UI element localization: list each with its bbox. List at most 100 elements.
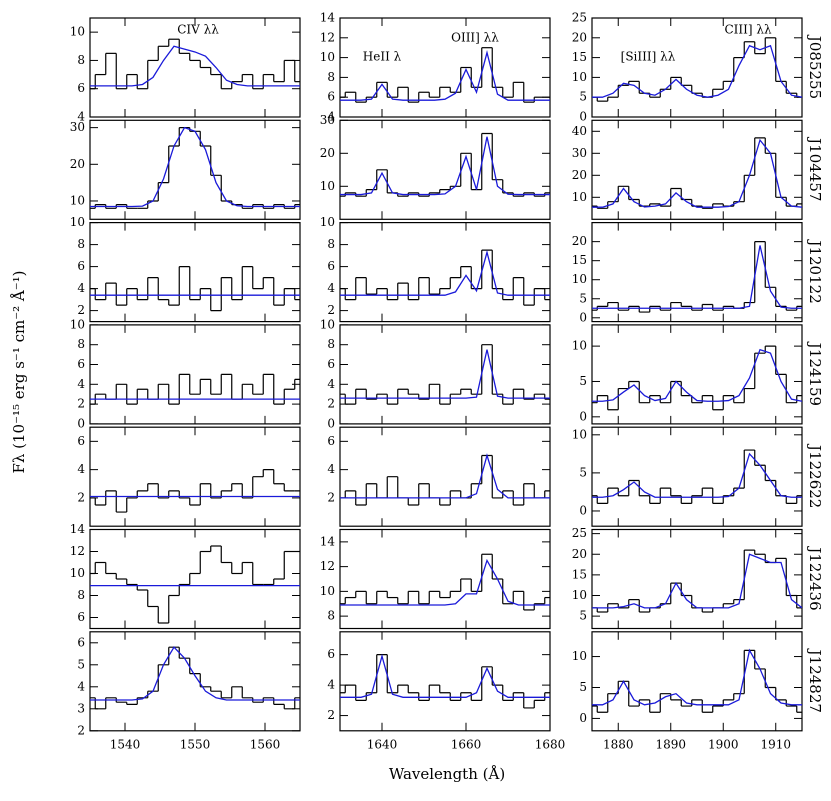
plot-area (340, 132, 550, 197)
plot-area (592, 241, 802, 313)
panel-frame (89, 631, 301, 732)
y-tick-label: 0 (579, 110, 587, 124)
panel: 2 4 6 1640 1660 1680 (327, 631, 565, 751)
y-tick-label: 5 (77, 657, 85, 671)
y-tick-label: 8 (327, 237, 335, 251)
y-tick-label: 15 (572, 50, 587, 64)
panel-frame (339, 324, 551, 425)
y-tick-label: 8 (327, 337, 335, 351)
y-tick-label: 6 (77, 259, 85, 273)
panel-frame (339, 426, 551, 527)
y-tick-label: 20 (320, 146, 335, 160)
y-tick-label: 20 (572, 168, 587, 182)
y-tick-label: 20 (70, 157, 85, 171)
y-tick-label: 6 (327, 647, 335, 661)
panel-frame (89, 222, 301, 323)
panel: 0 5 10 1880 1890 1900 1910 J124827 (572, 631, 824, 751)
y-tick-label: 10 (572, 70, 587, 84)
annotation: HeII λ (363, 50, 402, 64)
fit-line (340, 558, 550, 606)
panel: 2 4 6 (77, 426, 301, 527)
y-tick-label: 5 (579, 465, 587, 479)
panel-frame (89, 426, 301, 527)
plot-area (90, 373, 300, 405)
fit-line (592, 138, 802, 208)
fit-line (592, 553, 802, 609)
y-tick-label: 14 (70, 522, 86, 536)
y-tick-label: 10 (320, 179, 335, 193)
y-tick-label: 25 (572, 526, 587, 540)
panel: 0 5 10 15 20 J120122 (572, 222, 824, 324)
y-tick-label: 0 (579, 409, 587, 423)
panel: 4 6 8 10 CIV λλ (70, 17, 301, 124)
object-label: J124827 (806, 648, 824, 713)
y-tick-label: 2 (77, 303, 85, 317)
y-tick-label: 6 (327, 357, 335, 371)
y-tick-label: 4 (77, 679, 85, 693)
y-tick-label: 0 (327, 416, 335, 430)
y-tick-label: 10 (320, 215, 335, 229)
y-tick-label: 10 (572, 588, 587, 602)
panel: 10 20 30 40 J104457 (572, 119, 824, 220)
x-tick-label: 1880 (603, 737, 634, 751)
panel-frame (591, 528, 803, 630)
panel-frame (591, 324, 803, 425)
panel: 8 10 12 14 (320, 528, 551, 630)
y-tick-label: 10 (572, 649, 587, 663)
y-tick-label: 14 (320, 11, 336, 25)
y-tick-label: 3 (77, 701, 85, 715)
fit-line (592, 452, 802, 498)
x-tick-label: 1540 (110, 737, 141, 751)
y-tick-label: 25 (572, 11, 587, 25)
x-tick-label: 1910 (760, 737, 791, 751)
y-tick-label: 4 (327, 678, 335, 692)
y-tick-label: 5 (579, 374, 587, 388)
plot-area (592, 449, 802, 504)
y-tick-label: 10 (70, 215, 85, 229)
y-tick-label: 2 (327, 303, 335, 317)
y-tick-label: 15 (572, 253, 587, 267)
plot-area (90, 126, 300, 209)
y-tick-label: 8 (77, 53, 85, 67)
panel-frame (339, 631, 551, 732)
fit-line (340, 249, 550, 296)
y-tick-label: 6 (327, 90, 335, 104)
y-tick-label: 30 (320, 113, 335, 127)
annotation: CIV λλ (177, 23, 219, 37)
plot-area (592, 137, 802, 209)
y-tick-label: 4 (327, 462, 335, 476)
y-tick-label: 8 (327, 70, 335, 84)
x-tick-label: 1550 (180, 737, 211, 751)
panel-frame (591, 17, 803, 118)
y-tick-label: 6 (77, 81, 85, 95)
panel: 6 8 10 12 14 (70, 522, 301, 630)
panel-frame (591, 426, 803, 527)
y-tick-label: 10 (320, 317, 335, 331)
object-label: J124159 (806, 341, 824, 406)
panel-frame (591, 631, 803, 732)
plot-area (340, 553, 550, 611)
plot-area (340, 453, 550, 506)
panel: 0 2 4 6 8 10 (70, 317, 301, 430)
panel-frame (339, 528, 551, 630)
object-label: J122622 (806, 443, 824, 508)
plot-area (90, 646, 300, 710)
y-tick-label: 40 (572, 124, 587, 138)
y-tick-label: 2 (77, 490, 85, 504)
plot-area (90, 469, 300, 513)
y-tick-label: 5 (579, 680, 587, 694)
y-tick-label: 0 (579, 711, 587, 725)
y-tick-label: 6 (77, 610, 85, 624)
y-tick-label: 12 (320, 30, 335, 44)
annotation: CIII] λλ (724, 23, 772, 37)
x-tick-label: 1640 (367, 737, 398, 751)
object-label: J085255 (806, 34, 824, 99)
panel: 2 4 6 8 10 (320, 215, 551, 323)
plot-area (340, 653, 550, 709)
y-tick-label: 30 (70, 120, 85, 134)
y-tick-label: 8 (77, 588, 85, 602)
panel: 0 2 4 6 8 10 (320, 317, 551, 430)
y-tick-label: 6 (77, 357, 85, 371)
y-tick-label: 4 (77, 281, 85, 295)
